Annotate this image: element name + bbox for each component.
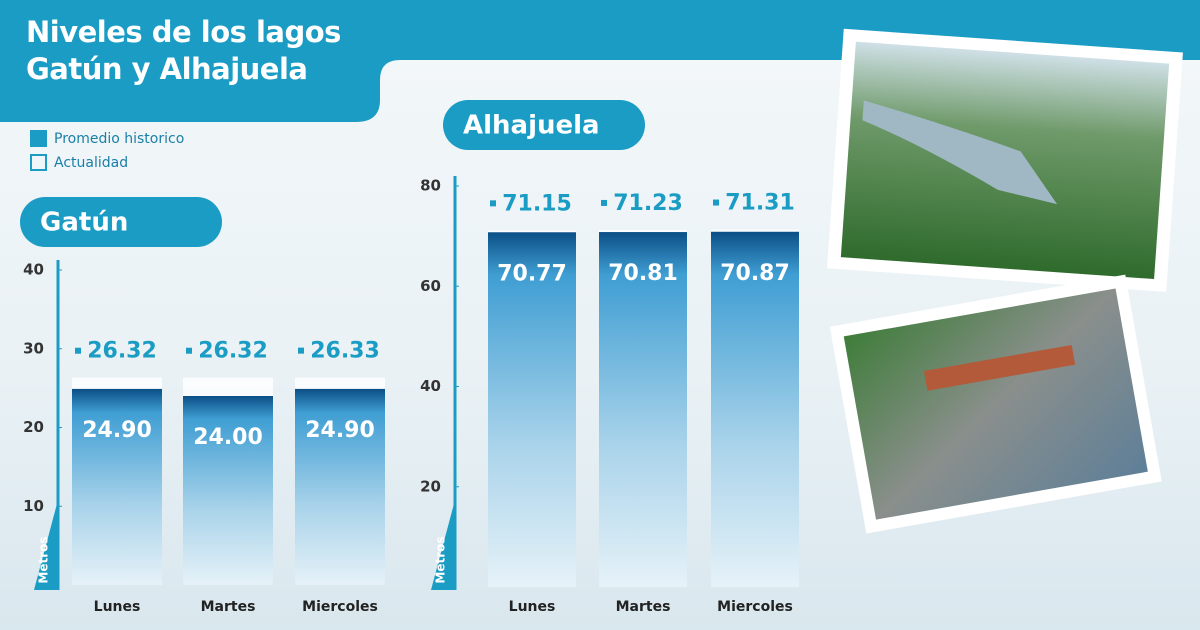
legend-label: Actualidad: [54, 155, 128, 171]
current-bar: [183, 396, 273, 585]
chart-title: Alhajuela: [463, 111, 600, 141]
historic-marker: [713, 199, 719, 206]
current-value: 24.90: [82, 418, 152, 443]
y-tick-label: 10: [23, 497, 44, 515]
y-tick-label: 40: [23, 261, 44, 279]
legend-label: Promedio historico: [54, 131, 184, 147]
current-bar: [295, 388, 385, 585]
current-value: 70.81: [608, 261, 678, 286]
y-tick-label: 80: [420, 177, 441, 195]
x-tick-label: Martes: [201, 599, 256, 615]
historic-value: 71.23: [613, 191, 683, 216]
y-tick-label: 30: [23, 339, 44, 357]
y-tick-label: 40: [420, 377, 441, 395]
y-tick-label: 20: [23, 418, 44, 436]
chart-title: Gatún: [40, 208, 128, 238]
current-bar: [488, 232, 576, 587]
title-banner: [0, 0, 1200, 122]
y-tick-label: 60: [420, 277, 441, 295]
x-tick-label: Martes: [616, 599, 671, 615]
chart-title-pill: [20, 197, 222, 247]
historic-value: 71.31: [725, 191, 795, 216]
main-title: Niveles de los lagos Gatún y Alhajuela: [26, 15, 341, 86]
historic-marker: [490, 200, 496, 207]
photo-1: [827, 28, 1183, 292]
historic-marker: [75, 347, 81, 354]
historic-value: 26.33: [310, 339, 380, 364]
y-axis-label: Metros: [434, 536, 448, 583]
x-tick-label: Miercoles: [302, 599, 378, 615]
x-tick-label: Lunes: [94, 599, 141, 615]
current-bar: [72, 388, 162, 585]
historic-value: 71.15: [502, 191, 572, 216]
legend-swatch: [30, 154, 47, 171]
historic-marker: [601, 199, 607, 206]
current-bar: [711, 231, 799, 587]
x-tick-label: Lunes: [509, 599, 556, 615]
current-value: 70.77: [497, 261, 567, 286]
axis-wedge: [34, 500, 58, 590]
historic-marker: [186, 347, 192, 354]
historic-value: 26.32: [198, 339, 268, 364]
current-value: 70.87: [720, 261, 790, 286]
historic-value: 26.32: [87, 339, 157, 364]
y-tick-label: 20: [420, 477, 441, 495]
current-bar: [599, 232, 687, 587]
legend-swatch: [30, 130, 47, 147]
current-value: 24.90: [305, 418, 375, 443]
x-tick-label: Miercoles: [717, 599, 793, 615]
y-axis-label: Metros: [37, 536, 51, 583]
photo-2: [829, 274, 1162, 534]
chart-title-pill: [443, 100, 645, 150]
current-value: 24.00: [193, 425, 263, 450]
axis-wedge: [431, 500, 455, 590]
historic-marker: [298, 347, 304, 354]
